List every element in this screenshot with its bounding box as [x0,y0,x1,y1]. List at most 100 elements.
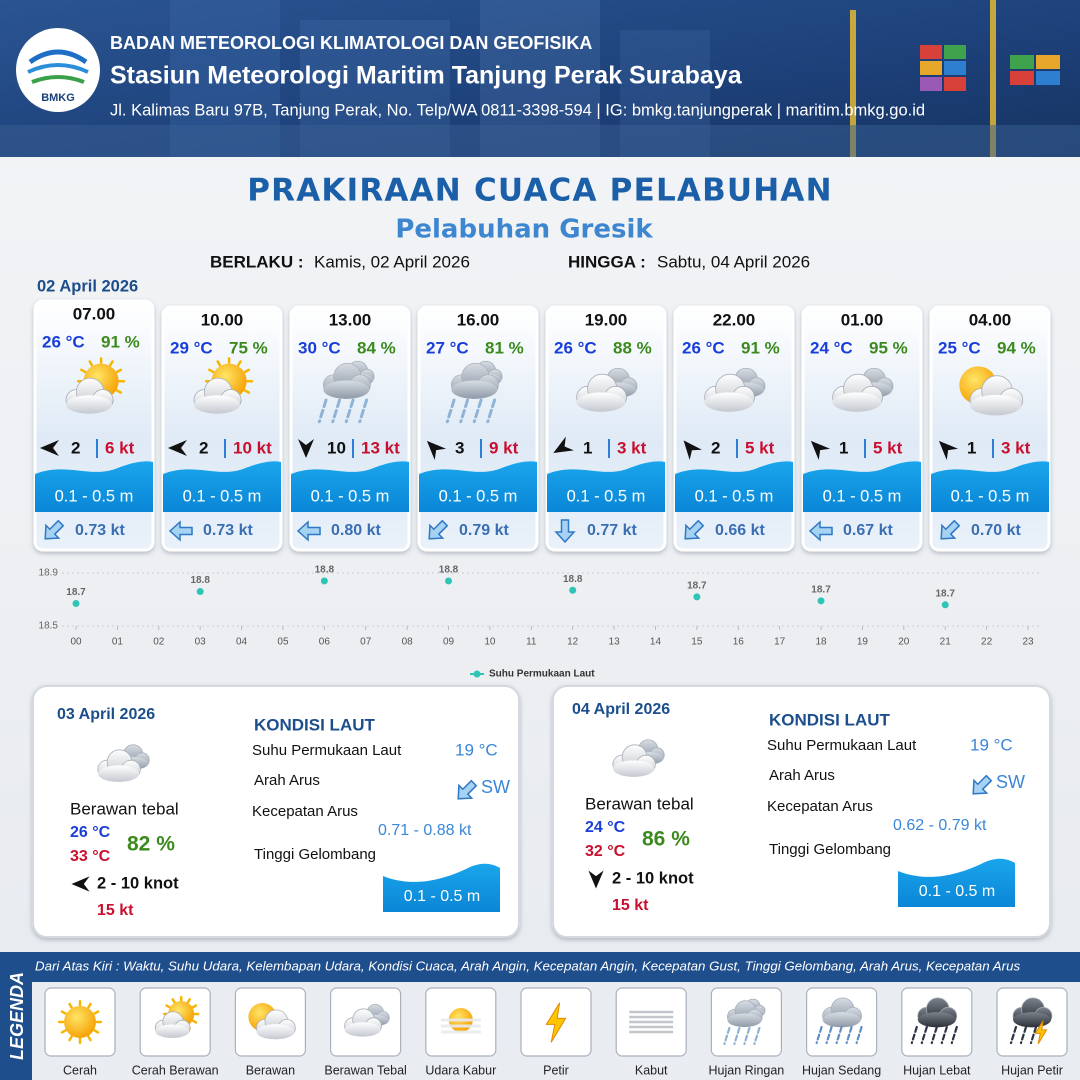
icon-part [97,765,140,782]
legend-item-label: Kabut [635,1063,668,1077]
day-panel [552,685,1051,938]
x-tick-label: 17 [774,637,786,648]
x-tick-label: 19 [857,637,869,648]
icon-part [93,1029,100,1034]
legend-icon [154,995,200,1039]
icon-part [950,1025,958,1045]
icon-part [451,380,498,399]
current-speed: 0.79 kt [459,522,509,539]
legend-icon [545,1002,567,1043]
legend-item-label: Hujan Sedang [802,1063,881,1077]
wind-speed: 2 [711,438,720,457]
icon-part [1019,1025,1028,1045]
current-speed: 0.66 kt [715,522,765,539]
wind-arrow [298,439,314,458]
current-arrow [44,519,65,540]
wind-arrow [588,870,604,889]
weather-icon [959,366,1024,416]
icon-part [832,392,882,412]
time: 07.00 [73,304,116,323]
x-tick-label: 02 [153,637,165,648]
time: 16.00 [457,310,500,329]
icon-part [344,1022,381,1037]
x-tick-label: 00 [70,637,82,648]
temperature: 26 °C [554,338,597,357]
gust: 15 kt [612,897,649,914]
current-speed-label: Kecepatan Arus [767,798,873,815]
current-arrow [684,519,705,540]
wave-height: 0.1 - 0.5 m [567,487,646,505]
temperature: 24 °C [810,338,853,357]
wind-speed: 2 [71,438,80,457]
legend-item-label: Hujan Petir [1001,1063,1063,1077]
wind-gust: 13 kt [361,438,400,457]
data-label: 18.8 [190,575,210,586]
icon-part [940,1025,948,1045]
time: 22.00 [713,310,756,329]
panel-date: 03 April 2026 [57,706,155,723]
icon-part [920,1025,928,1045]
icon-part [216,360,222,367]
temp-max: 32 °C [585,843,626,860]
station: Stasiun Meteorologi Maritim Tanjung Pera… [110,62,743,90]
current-arrow [296,520,321,542]
sst-label: Suhu Permukaan Laut [252,742,402,759]
data-label: 18.7 [66,587,86,598]
wave-area [291,461,409,512]
legend-label: Suhu Permukaan Laut [489,669,595,680]
data-point [445,577,453,585]
legend-icon [248,1003,296,1040]
icon-part [66,395,112,414]
icon-part [243,389,251,394]
x-tick-label: 15 [691,637,703,648]
x-tick-label: 09 [443,637,455,648]
legend-icon [57,999,103,1045]
sst: 19 °C [455,740,498,759]
agency: BADAN METEOROLOGI KLIMATOLOGI DAN GEOFIS… [110,33,592,53]
legend-icon [344,1003,390,1037]
valid-from-label: BERLAKU : [210,252,304,271]
icon-part [60,1029,67,1034]
icon-part [87,1002,92,1009]
humidity: 81 % [485,338,524,357]
x-tick-label: 08 [402,637,414,648]
icon-part [155,1024,190,1039]
icon-part [835,1025,843,1045]
icon-part [331,398,342,424]
x-tick-label: 04 [236,637,248,648]
x-tick-label: 10 [484,637,496,648]
data-point [693,593,701,601]
forecast-date: 02 April 2026 [37,277,138,295]
icon-part [917,1012,956,1028]
wind-arrow [426,440,447,461]
wind-arrow [40,440,59,456]
current-speed: 0.73 kt [203,522,253,539]
wind-arrow [810,440,831,461]
legend-icon [629,1010,674,1034]
temp-min: 24 °C [585,819,626,836]
temperature: 27 °C [426,338,469,357]
icon-part [243,368,251,374]
data-label: 18.8 [563,574,583,585]
humidity: 95 % [869,338,908,357]
legend-item-label: Hujan Ringan [709,1063,785,1077]
icon-part [88,360,94,367]
time: 10.00 [201,310,244,329]
wave-label: Tinggi Gelombang [254,846,376,863]
icon-part [733,1026,741,1046]
legend-item-label: Hujan Lebat [903,1063,971,1077]
wind-speed: 10 [327,438,346,457]
title: PRAKIRAAN CUACA PELABUHAN [247,173,833,209]
icon-part [165,1004,171,1009]
x-tick-label: 14 [650,637,662,648]
temperature: 29 °C [170,338,213,357]
legend-icon [440,1008,481,1034]
y-tick-label: 18.5 [39,621,59,632]
valid-from: Kamis, 02 April 2026 [314,252,470,271]
icon-part [930,1025,938,1045]
current-dir: SW [481,777,510,797]
icon-part [612,760,655,777]
wave-height: 0.1 - 0.5 m [695,487,774,505]
temperature: 26 °C [42,332,85,351]
